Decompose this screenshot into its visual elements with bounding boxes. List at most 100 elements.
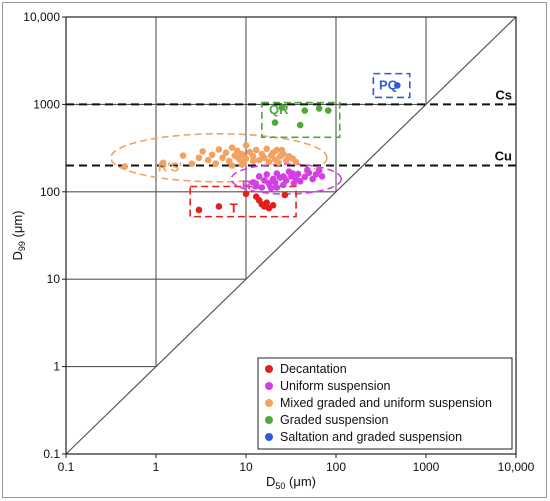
point-graded-suspension: [301, 107, 309, 114]
envelope-qr: [261, 101, 341, 139]
point-mixed-graded-and-uniform-suspension: [228, 144, 236, 151]
point-decantation: [195, 206, 203, 214]
x-tick-label: 100: [326, 460, 346, 474]
group-label-t: T: [230, 201, 238, 216]
point-uniform-suspension: [252, 182, 260, 189]
envelope-t: [189, 185, 297, 218]
x-tick-label: 10,000: [498, 460, 535, 474]
data-points: [121, 82, 401, 214]
x-tick-label: 1000: [413, 460, 440, 474]
point-uniform-suspension: [263, 171, 271, 178]
point-mixed-graded-and-uniform-suspension: [249, 157, 257, 165]
legend-marker: [265, 416, 273, 424]
point-mixed-graded-and-uniform-suspension: [275, 159, 282, 167]
envelope-rs-prime: [110, 132, 328, 183]
point-mixed-graded-and-uniform-suspension: [255, 156, 263, 164]
axis-labels: D50 (μm) D99 (μm): [10, 211, 316, 492]
point-graded-suspension: [324, 107, 332, 114]
point-mixed-graded-and-uniform-suspension: [292, 158, 300, 166]
point-uniform-suspension: [315, 167, 323, 174]
point-mixed-graded-and-uniform-suspension: [233, 153, 241, 161]
group-label-pq: PQ: [379, 77, 398, 92]
envelope-pq: [372, 72, 411, 99]
point-uniform-suspension: [318, 173, 326, 180]
point-mixed-graded-and-uniform-suspension: [215, 146, 223, 153]
point-graded-suspension: [271, 119, 279, 126]
legend-label: Decantation: [280, 362, 347, 376]
point-mixed-graded-and-uniform-suspension: [252, 146, 260, 154]
legend-label: Graded suspension: [280, 413, 388, 427]
point-mixed-graded-and-uniform-suspension: [199, 148, 206, 155]
y-axis-ticks: 0.1 1 10 100 1000 10,000: [23, 10, 66, 461]
x-tick-label: 1: [153, 460, 160, 474]
point-decantation: [281, 191, 289, 199]
point-uniform-suspension: [301, 173, 309, 181]
point-decantation: [263, 199, 271, 207]
y-tick-label: 10: [47, 272, 61, 286]
group-label-rs-prime: R'S': [158, 159, 182, 174]
point-mixed-graded-and-uniform-suspension: [261, 154, 268, 162]
point-mixed-graded-and-uniform-suspension: [278, 146, 286, 154]
group-label-qr: QR: [269, 102, 289, 117]
group-label-rs: RS: [242, 177, 260, 192]
legend-box: [257, 357, 513, 450]
point-mixed-graded-and-uniform-suspension: [265, 158, 273, 166]
point-uniform-suspension: [296, 177, 304, 185]
x-axis-ticks: 0.1 1 10 100 1000 10,000: [58, 454, 535, 474]
point-mixed-graded-and-uniform-suspension: [179, 152, 187, 159]
point-uniform-suspension: [271, 179, 279, 186]
x-axis-label: D50 (μm): [266, 474, 316, 491]
point-graded-suspension: [278, 104, 286, 111]
point-uniform-suspension: [255, 173, 263, 180]
point-decantation: [269, 202, 277, 209]
y-tick-label: 10,000: [23, 10, 60, 24]
point-mixed-graded-and-uniform-suspension: [222, 149, 230, 157]
point-decantation: [215, 203, 223, 210]
point-uniform-suspension: [273, 184, 281, 191]
point-mixed-graded-and-uniform-suspension: [188, 160, 196, 167]
legend: Decantation Uniform suspension Mixed grade…: [257, 357, 513, 450]
point-uniform-suspension: [280, 173, 287, 180]
reference-label-cs: Cs: [495, 87, 512, 102]
point-mixed-graded-and-uniform-suspension: [204, 156, 212, 164]
reference-lines: Cs Cu: [66, 87, 516, 167]
point-mixed-graded-and-uniform-suspension: [228, 162, 236, 169]
plot-area: [65, 16, 517, 455]
y-axis-label: D99 (μm): [10, 211, 27, 261]
point-mixed-graded-and-uniform-suspension: [273, 146, 281, 154]
point-mixed-graded-and-uniform-suspension: [249, 152, 257, 160]
point-uniform-suspension: [294, 170, 302, 178]
point-mixed-graded-and-uniform-suspension: [219, 154, 226, 162]
x-tick-label: 10: [239, 460, 253, 474]
point-mixed-graded-and-uniform-suspension: [242, 142, 250, 149]
legend-label: Saltation and graded suspension: [280, 430, 462, 444]
point-decantation: [242, 190, 250, 198]
point-mixed-graded-and-uniform-suspension: [238, 161, 246, 168]
point-uniform-suspension: [309, 175, 316, 183]
point-mixed-graded-and-uniform-suspension: [263, 145, 271, 153]
legend-marker: [265, 365, 273, 373]
point-mixed-graded-and-uniform-suspension: [242, 155, 250, 162]
point-mixed-graded-and-uniform-suspension: [208, 151, 216, 159]
x-tick-label: 0.1: [58, 460, 75, 474]
one-to-one-line: [65, 16, 517, 455]
y-tick-label: 0.1: [43, 447, 60, 461]
point-uniform-suspension: [304, 166, 311, 174]
y-tick-label: 1000: [33, 97, 60, 111]
point-uniform-suspension: [267, 184, 275, 192]
point-uniform-suspension: [289, 170, 296, 177]
legend-marker: [265, 382, 273, 390]
legend-label: Uniform suspension: [280, 379, 391, 393]
point-uniform-suspension: [258, 184, 266, 191]
point-mixed-graded-and-uniform-suspension: [233, 147, 241, 155]
group-labels: PQ QR R'S' RS T: [158, 77, 398, 215]
point-mixed-graded-and-uniform-suspension: [195, 154, 203, 162]
point-mixed-graded-and-uniform-suspension: [212, 160, 219, 167]
y-tick-label: 1: [53, 360, 60, 374]
legend-marker: [265, 433, 273, 441]
y-tick-label: 100: [40, 185, 60, 199]
point-mixed-graded-and-uniform-suspension: [121, 163, 129, 170]
point-saltation-and-graded-suspension: [394, 82, 401, 89]
